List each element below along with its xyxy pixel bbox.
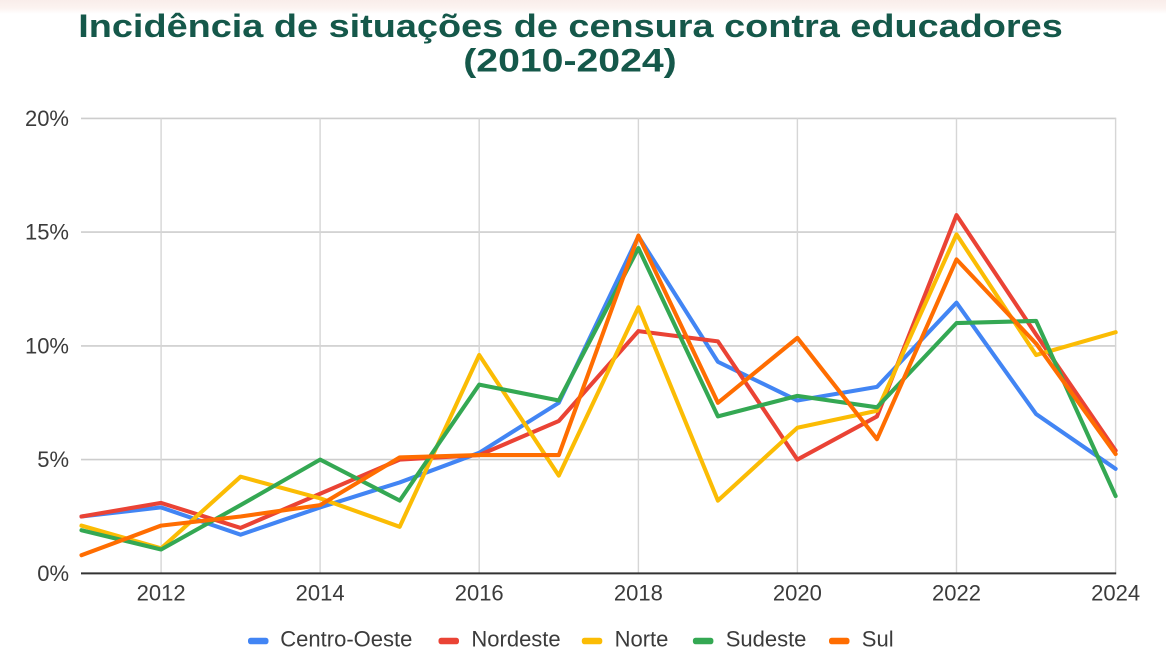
svg-text:Norte: Norte <box>615 627 669 652</box>
svg-text:2012: 2012 <box>137 580 186 605</box>
svg-text:Sul: Sul <box>862 627 894 652</box>
svg-text:Nordeste: Nordeste <box>471 627 560 652</box>
svg-text:2014: 2014 <box>296 580 345 605</box>
svg-text:10%: 10% <box>25 333 69 358</box>
svg-text:2024: 2024 <box>1091 580 1140 605</box>
svg-text:Sudeste: Sudeste <box>726 627 807 652</box>
svg-text:20%: 20% <box>25 106 69 131</box>
svg-text:2018: 2018 <box>614 580 663 605</box>
svg-text:0%: 0% <box>37 561 69 586</box>
svg-text:5%: 5% <box>37 447 69 472</box>
svg-text:2016: 2016 <box>455 580 504 605</box>
svg-text:2022: 2022 <box>932 580 981 605</box>
svg-text:(2010-2024): (2010-2024) <box>463 43 676 79</box>
svg-text:Centro-Oeste: Centro-Oeste <box>280 627 412 652</box>
svg-text:15%: 15% <box>25 220 69 245</box>
svg-text:2020: 2020 <box>773 580 822 605</box>
svg-text:Incidência de situações de cen: Incidência de situações de censura contr… <box>78 9 1063 45</box>
